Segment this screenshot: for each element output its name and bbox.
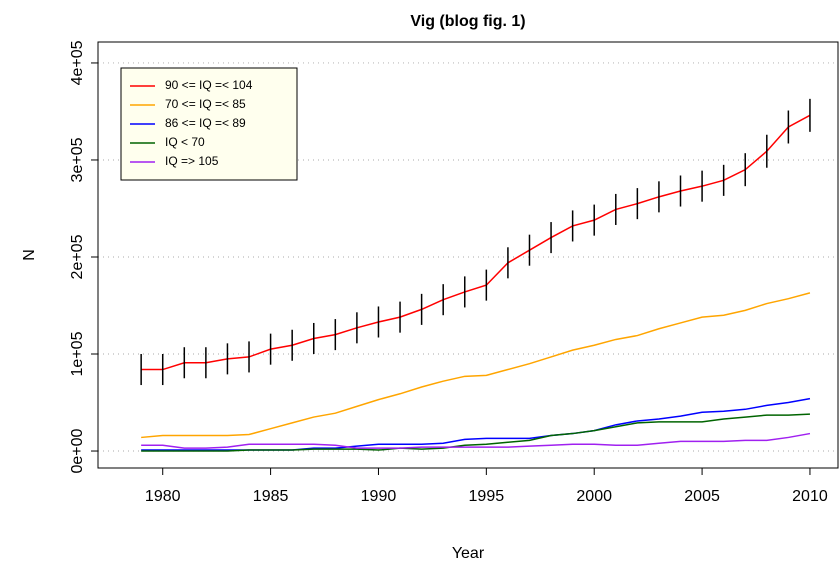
- y-tick-label: 4e+05: [69, 40, 86, 85]
- x-tick-label: 2005: [684, 488, 720, 505]
- legend-label: 90 <= IQ =< 104: [165, 78, 253, 92]
- series-line: [141, 413, 810, 452]
- legend-label: 86 <= IQ =< 89: [165, 116, 246, 130]
- x-axis-label: Year: [452, 545, 485, 562]
- x-tick-label: 2000: [576, 488, 612, 505]
- y-tick-label: 2e+05: [69, 234, 86, 279]
- y-axis-label: N: [21, 249, 38, 261]
- y-tick-label: 3e+05: [69, 137, 86, 182]
- series-line: [141, 397, 811, 451]
- legend-label: IQ => 105: [165, 154, 219, 168]
- x-tick-label: 1980: [145, 488, 181, 505]
- x-tick-label: 2010: [792, 488, 828, 505]
- x-tick-label: 1990: [361, 488, 397, 505]
- plot-frame: [97, 41, 839, 469]
- chart-title: Vig (blog fig. 1): [410, 13, 525, 30]
- x-tick-label: 1985: [253, 488, 289, 505]
- legend-label: IQ < 70: [165, 135, 205, 149]
- series-line: [141, 292, 811, 439]
- y-tick-label: 0e+00: [69, 428, 86, 473]
- series-line: [141, 114, 811, 371]
- x-tick-label: 1995: [469, 488, 505, 505]
- legend-label: 70 <= IQ =< 85: [165, 97, 246, 111]
- y-tick-label: 1e+05: [69, 331, 86, 376]
- series-line: [141, 432, 811, 449]
